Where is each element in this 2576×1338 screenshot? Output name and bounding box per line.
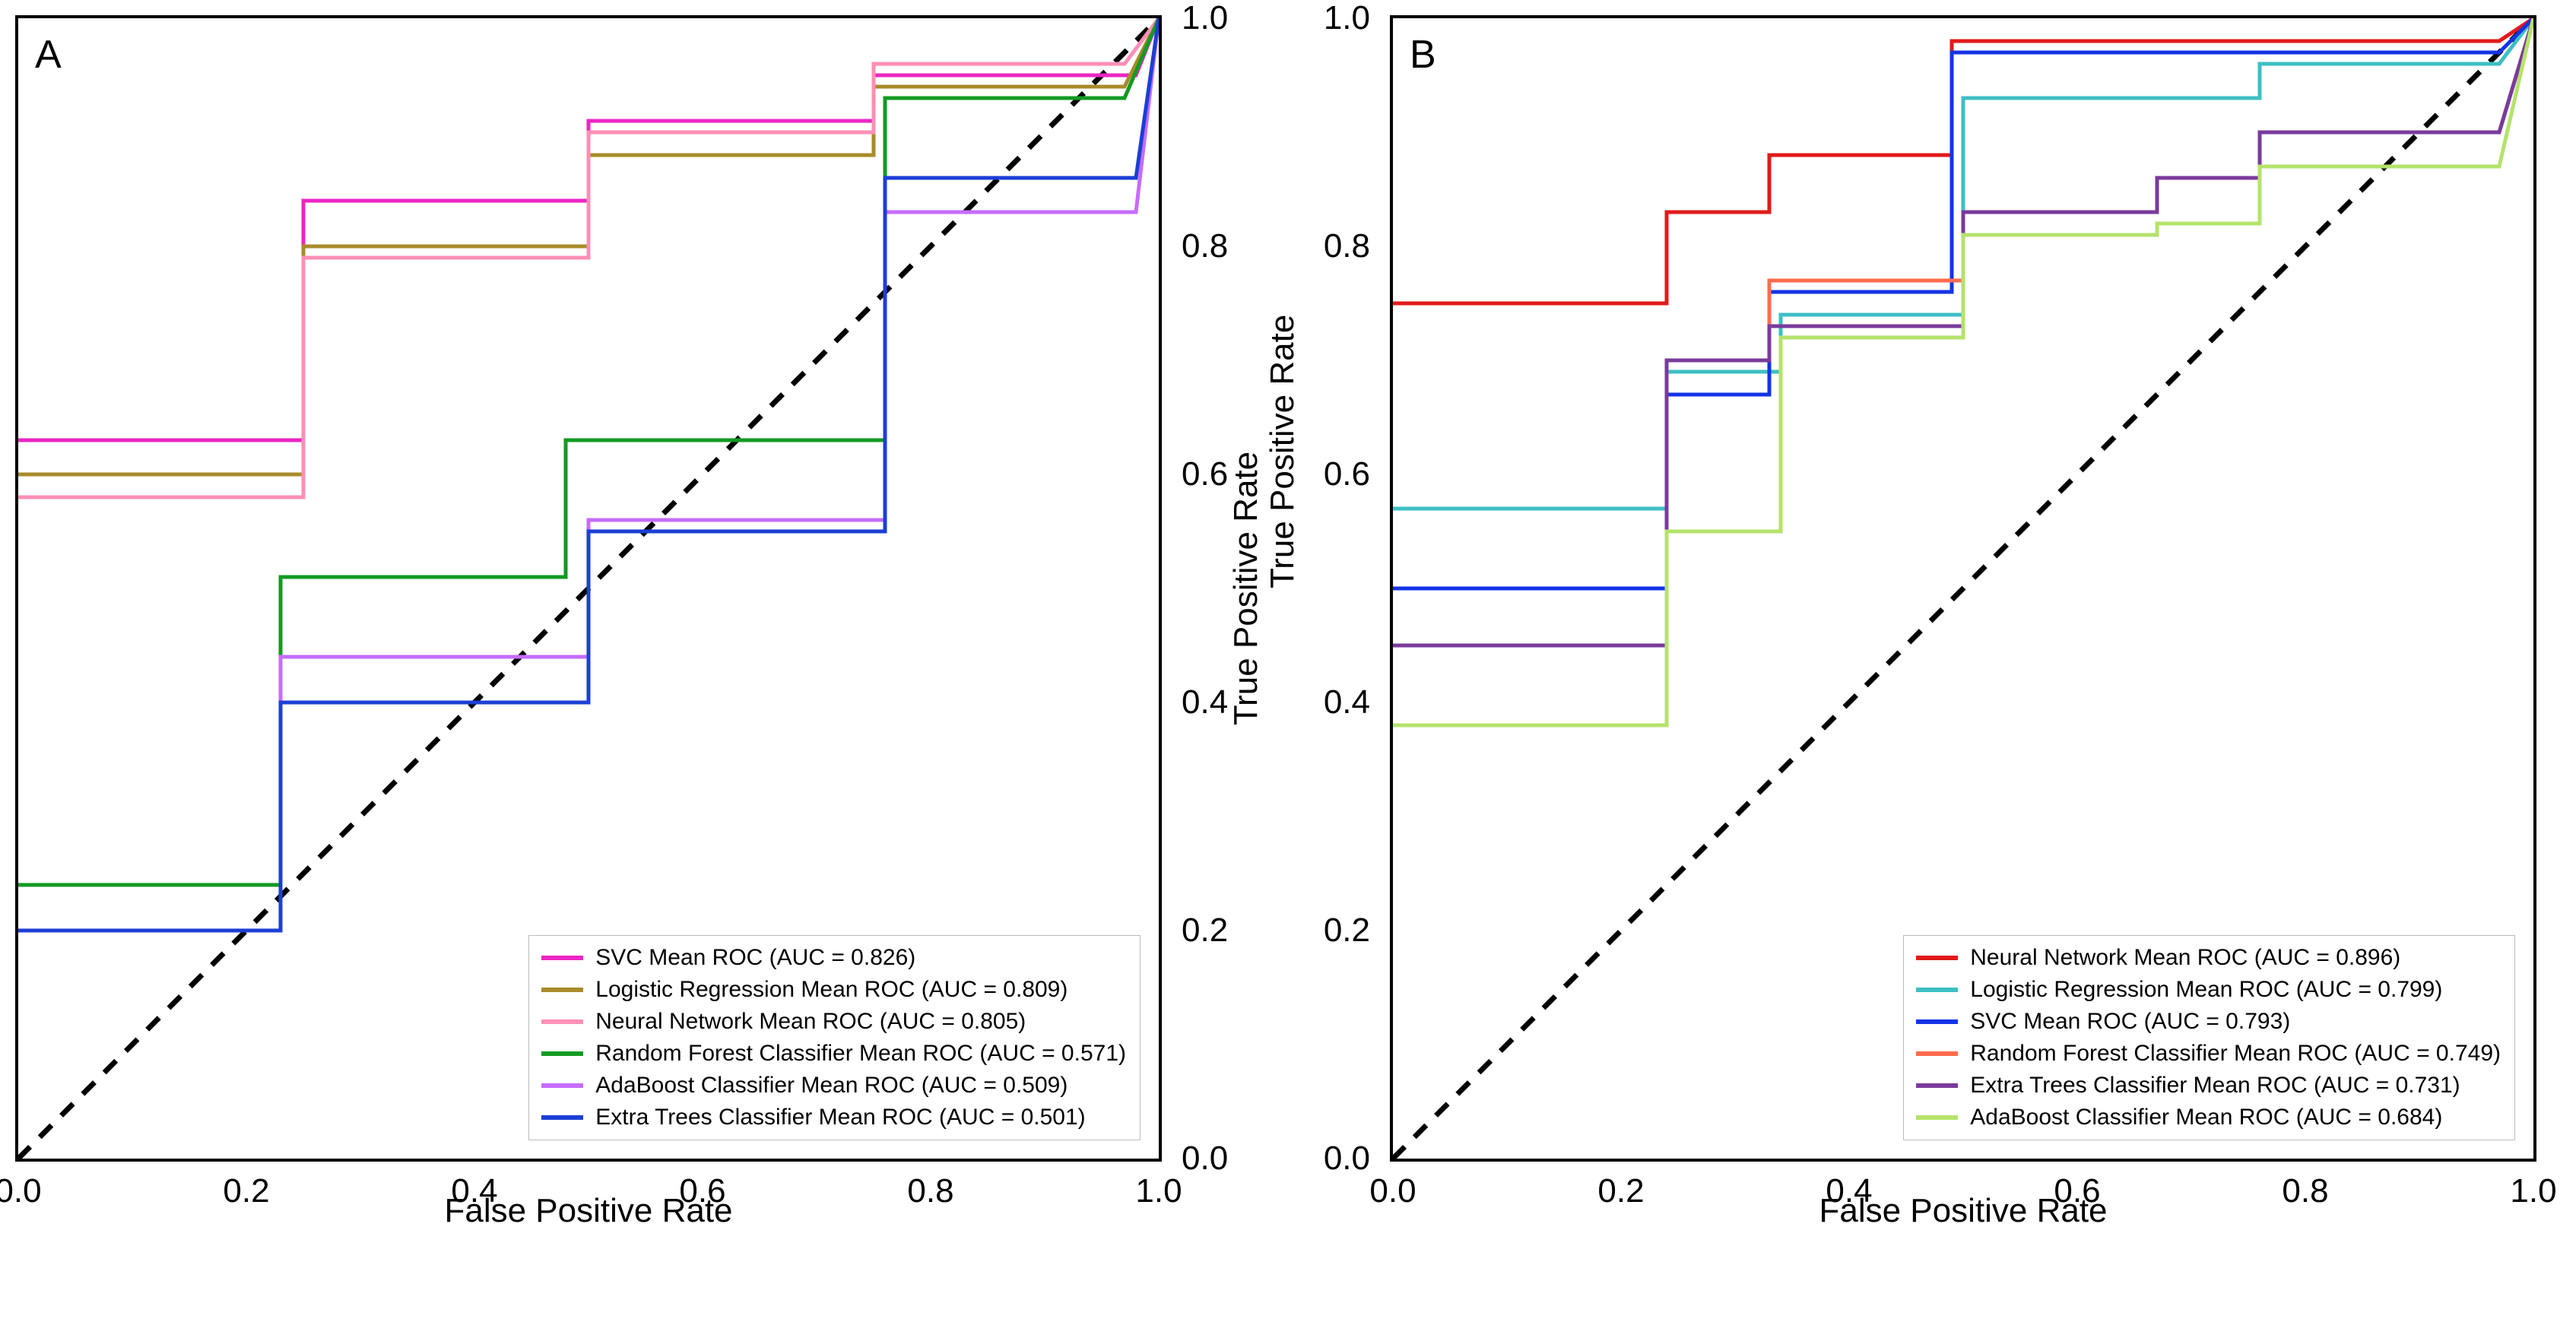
legend-label: Random Forest Classifier Mean ROC (AUC =… bbox=[1970, 1042, 2501, 1065]
legend-swatch bbox=[541, 1115, 583, 1120]
legend-label: Logistic Regression Mean ROC (AUC = 0.80… bbox=[595, 978, 1068, 1001]
y-tick: 0.8 bbox=[1182, 227, 1228, 265]
panel-letter-b: B bbox=[1410, 32, 1436, 78]
y-tick: 0.4 bbox=[1324, 683, 1370, 721]
x-tick: 0.4 bbox=[451, 1172, 497, 1210]
legend-swatch bbox=[541, 1083, 583, 1088]
legend-swatch bbox=[541, 988, 583, 992]
x-tick: 0.4 bbox=[1826, 1172, 1872, 1210]
legend-a: SVC Mean ROC (AUC = 0.826) Logistic Regre… bbox=[528, 935, 1140, 1140]
y-tick: 0.6 bbox=[1324, 455, 1370, 493]
legend-swatch bbox=[1916, 1019, 1958, 1024]
legend-swatch bbox=[541, 1051, 583, 1056]
legend-item: Logistic Regression Mean ROC (AUC = 0.80… bbox=[541, 978, 1126, 1001]
legend-label: Random Forest Classifier Mean ROC (AUC =… bbox=[595, 1042, 1126, 1065]
y-tick: 0.4 bbox=[1182, 683, 1228, 721]
legend-item: Random Forest Classifier Mean ROC (AUC =… bbox=[541, 1042, 1126, 1065]
legend-label: Logistic Regression Mean ROC (AUC = 0.79… bbox=[1970, 978, 2442, 1001]
legend-swatch bbox=[1916, 1083, 1958, 1088]
legend-swatch bbox=[541, 956, 583, 960]
legend-item: Extra Trees Classifier Mean ROC (AUC = 0… bbox=[541, 1106, 1126, 1129]
y-tick: 0.0 bbox=[1182, 1140, 1228, 1178]
x-tick: 0.2 bbox=[223, 1172, 269, 1210]
legend-label: Neural Network Mean ROC (AUC = 0.805) bbox=[595, 1010, 1026, 1033]
panel-a: A True Positive Rate SVC Mean ROC (AUC =… bbox=[15, 15, 1162, 1230]
panel-row: A True Positive Rate SVC Mean ROC (AUC =… bbox=[15, 15, 2561, 1230]
x-tick: 1.0 bbox=[1135, 1172, 1182, 1210]
y-tick: 0.8 bbox=[1324, 227, 1370, 265]
figure: A True Positive Rate SVC Mean ROC (AUC =… bbox=[0, 0, 2576, 1245]
x-tick: 0.6 bbox=[2054, 1172, 2100, 1210]
y-axis-label-a: True Positive Rate bbox=[1227, 452, 1265, 725]
legend-label: AdaBoost Classifier Mean ROC (AUC = 0.50… bbox=[595, 1074, 1068, 1097]
legend-item: SVC Mean ROC (AUC = 0.826) bbox=[541, 946, 1126, 969]
legend-item: AdaBoost Classifier Mean ROC (AUC = 0.50… bbox=[541, 1074, 1126, 1097]
x-tick: 0.0 bbox=[1369, 1172, 1416, 1210]
y-tick: 0.0 bbox=[1324, 1140, 1370, 1178]
y-tick: 0.2 bbox=[1324, 912, 1370, 950]
x-tick: 0.8 bbox=[907, 1172, 953, 1210]
y-tick: 1.0 bbox=[1182, 0, 1228, 37]
panel-letter-a: A bbox=[35, 32, 62, 78]
plot-area-b: B True Positive Rate Neural Network Mean… bbox=[1390, 15, 2536, 1162]
roc-curve bbox=[18, 18, 1159, 497]
x-tick: 0.2 bbox=[1597, 1172, 1644, 1210]
legend-label: SVC Mean ROC (AUC = 0.826) bbox=[595, 946, 915, 969]
x-tick: 0.0 bbox=[0, 1172, 42, 1210]
y-tick: 0.6 bbox=[1182, 455, 1228, 493]
legend-item: Neural Network Mean ROC (AUC = 0.805) bbox=[541, 1010, 1126, 1033]
legend-swatch bbox=[541, 1019, 583, 1024]
plot-area-a: A True Positive Rate SVC Mean ROC (AUC =… bbox=[15, 15, 1162, 1162]
x-tick: 0.6 bbox=[679, 1172, 725, 1210]
legend-swatch bbox=[1916, 956, 1958, 960]
legend-b: Neural Network Mean ROC (AUC = 0.896) Log… bbox=[1903, 935, 2515, 1140]
panel-b: B True Positive Rate Neural Network Mean… bbox=[1390, 15, 2536, 1230]
legend-item: Neural Network Mean ROC (AUC = 0.896) bbox=[1916, 946, 2501, 969]
x-tick: 0.8 bbox=[2282, 1172, 2328, 1210]
y-tick: 1.0 bbox=[1324, 0, 1370, 37]
legend-label: Neural Network Mean ROC (AUC = 0.896) bbox=[1970, 946, 2400, 969]
legend-item: Extra Trees Classifier Mean ROC (AUC = 0… bbox=[1916, 1074, 2501, 1097]
legend-label: AdaBoost Classifier Mean ROC (AUC = 0.68… bbox=[1970, 1106, 2442, 1129]
x-tick: 1.0 bbox=[2510, 1172, 2556, 1210]
legend-label: Extra Trees Classifier Mean ROC (AUC = 0… bbox=[1970, 1074, 2460, 1097]
legend-label: Extra Trees Classifier Mean ROC (AUC = 0… bbox=[595, 1106, 1085, 1129]
legend-item: Logistic Regression Mean ROC (AUC = 0.79… bbox=[1916, 978, 2501, 1001]
legend-swatch bbox=[1916, 1115, 1958, 1120]
legend-swatch bbox=[1916, 988, 1958, 992]
legend-swatch bbox=[1916, 1051, 1958, 1056]
legend-item: SVC Mean ROC (AUC = 0.793) bbox=[1916, 1010, 2501, 1033]
legend-label: SVC Mean ROC (AUC = 0.793) bbox=[1970, 1010, 2290, 1033]
legend-item: AdaBoost Classifier Mean ROC (AUC = 0.68… bbox=[1916, 1106, 2501, 1129]
y-tick: 0.2 bbox=[1182, 912, 1228, 950]
legend-item: Random Forest Classifier Mean ROC (AUC =… bbox=[1916, 1042, 2501, 1065]
